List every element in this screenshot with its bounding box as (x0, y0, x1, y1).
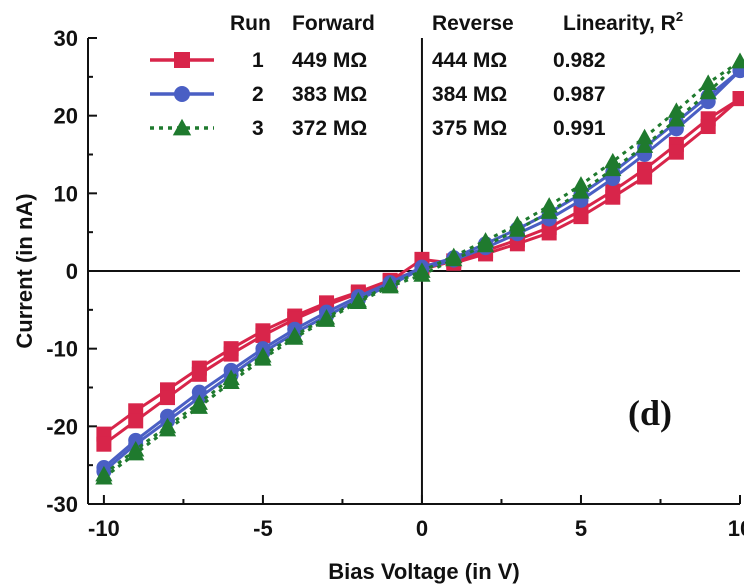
data-point-forward (573, 209, 589, 225)
legend-reverse: 375 MΩ (432, 117, 507, 140)
data-point-forward (699, 83, 717, 100)
y-tick-label: -10 (46, 337, 78, 362)
x-tick-label: -10 (88, 516, 120, 541)
data-point-forward (668, 144, 684, 160)
data-point-forward (286, 329, 304, 345)
data-point-forward (349, 293, 367, 309)
legend-row-3: 3 372 MΩ 375 MΩ 0.991 (150, 117, 606, 140)
x-tick-label: 0 (416, 516, 428, 541)
data-point-forward (604, 160, 622, 177)
y-tick-label: 0 (66, 259, 78, 284)
data-point-forward (190, 398, 208, 414)
y-axis-title: Current (in nA) (12, 193, 37, 348)
legend-reverse: 444 MΩ (432, 49, 507, 72)
legend-run: 3 (252, 117, 264, 140)
legend-header-linearity: Linearity, R2 (563, 9, 683, 35)
labels-layer: -10 -5 0 5 10 -30 -20 -10 0 10 20 30 Bias Voltage (i… (12, 26, 744, 584)
data-point-reverse (635, 128, 654, 145)
data-point-forward (731, 52, 744, 69)
data-point-forward (160, 390, 176, 406)
data-point-forward (732, 91, 744, 107)
data-point-forward (476, 236, 495, 253)
data-point-forward (96, 436, 112, 452)
data-point-forward (605, 189, 621, 205)
data-point-forward (158, 420, 177, 437)
data-point-forward (255, 327, 271, 343)
data-point-forward (445, 250, 463, 267)
legend-header-linearity-sup: 2 (676, 9, 683, 24)
data-point-forward (572, 183, 590, 199)
data-point-forward (667, 110, 686, 127)
y-tick-label: -30 (46, 492, 78, 517)
legend-row-2: 2 383 MΩ 384 MΩ 0.987 (150, 83, 606, 106)
legend-marker (174, 86, 190, 102)
data-point-forward (317, 311, 336, 327)
series-layer (95, 52, 744, 485)
data-point-reverse (699, 74, 717, 90)
legend-reverse: 384 MΩ (432, 83, 507, 106)
panel-label: (d) (628, 393, 672, 433)
legend-linearity: 0.991 (553, 117, 606, 140)
legend-header-run: Run (230, 12, 271, 35)
legend-forward: 449 MΩ (292, 49, 367, 72)
x-tick-label: -5 (253, 516, 273, 541)
legend-marker (174, 52, 190, 68)
legend-linearity: 0.987 (553, 83, 606, 106)
data-point-forward (381, 277, 399, 294)
data-point-forward (127, 444, 145, 461)
data-point-forward (254, 350, 272, 366)
data-point-forward (191, 366, 207, 382)
x-tick-label: 5 (575, 516, 587, 541)
legend-marker (172, 118, 192, 136)
legend-header-forward: Forward (292, 12, 375, 35)
y-tick-label: 20 (54, 104, 78, 129)
data-point-forward (223, 346, 239, 362)
y-tick-label: 10 (54, 181, 78, 206)
y-tick-label: -20 (46, 414, 78, 439)
legend-linearity: 0.982 (553, 49, 606, 72)
data-point-forward (95, 468, 113, 485)
data-point-forward (508, 221, 526, 237)
data-point-forward (637, 169, 653, 185)
data-point-forward (635, 137, 654, 153)
legend-forward: 383 MΩ (292, 83, 367, 106)
legend-header-reverse: Reverse (432, 12, 514, 35)
series-run-3 (95, 52, 744, 485)
data-point-forward (540, 203, 558, 219)
x-tick-label: 10 (728, 516, 744, 541)
data-point-forward (541, 225, 557, 241)
y-tick-label: 30 (54, 26, 78, 51)
data-point-forward (413, 266, 431, 282)
x-axis-title: Bias Voltage (in V) (328, 559, 520, 584)
legend-run: 2 (252, 83, 264, 106)
data-point-forward (700, 119, 716, 135)
legend-forward: 372 MΩ (292, 117, 367, 140)
legend: Run Forward Reverse Linearity, R2 1 449 MΩ 444… (150, 9, 683, 140)
legend-run: 1 (252, 49, 264, 72)
data-point-forward (128, 413, 144, 429)
legend-row-1: 1 449 MΩ 444 MΩ 0.982 (150, 49, 606, 72)
data-point-forward (222, 373, 240, 389)
